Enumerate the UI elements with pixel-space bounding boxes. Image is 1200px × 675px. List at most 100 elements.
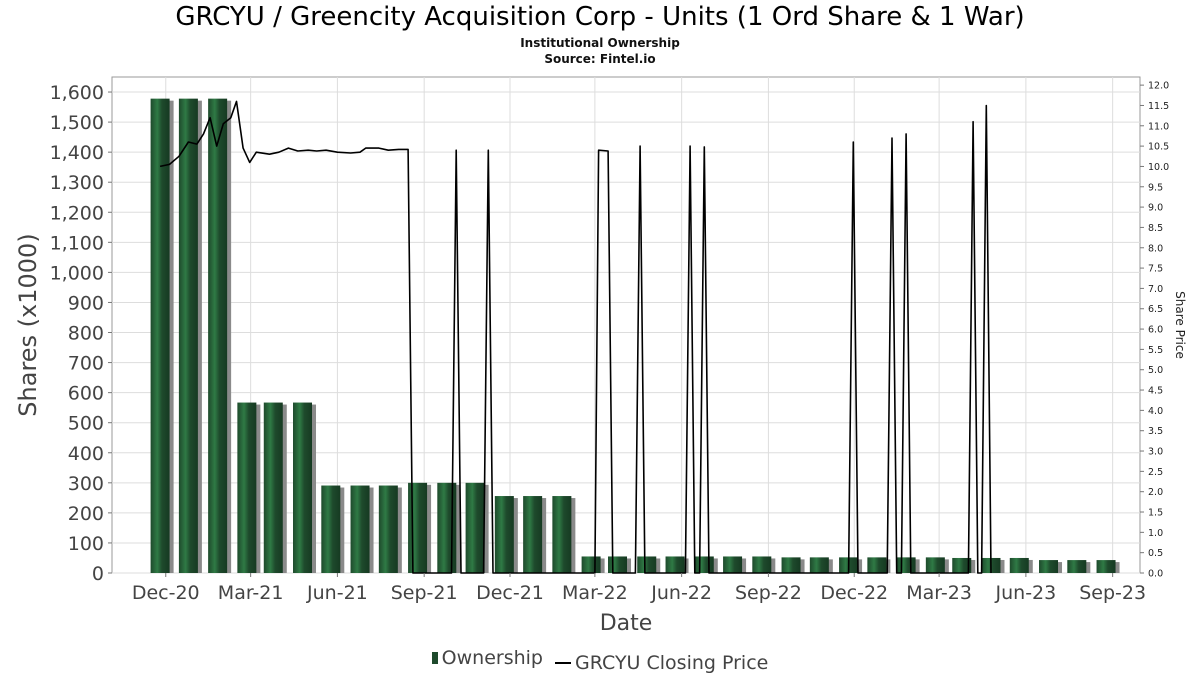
x-tick-label: Sep-21 [391, 582, 458, 604]
x-tick-label: Sep-23 [1079, 582, 1146, 604]
ownership-bar [208, 98, 228, 573]
price-polyline [159, 100, 992, 574]
ownership-bar [1009, 557, 1029, 573]
ownership-bar [637, 556, 657, 573]
y-tick-label: 800 [68, 323, 104, 345]
left-axis: 0 100 200 300 400 500 600 700 800 900 1,000 1,100 1,… [50, 82, 112, 585]
ownership-bar [263, 402, 283, 573]
ownership-bar [867, 557, 887, 573]
ownership-bar [350, 485, 370, 573]
y2-tick-label: 9.0 [1148, 203, 1163, 214]
y-tick-label: 1,400 [50, 142, 104, 164]
y2-tick-label: 9.5 [1148, 182, 1163, 193]
y-tick-label: 1,000 [50, 262, 104, 284]
ownership-bar [408, 482, 428, 573]
y2-tick-label: 1.0 [1148, 528, 1163, 539]
ownership-chart: 0 100 200 300 400 500 600 700 800 900 1,000 1,100 1,… [14, 76, 1187, 636]
ownership-bar [723, 556, 743, 573]
ownership-bar [321, 485, 341, 573]
y2-tick-label: 10.0 [1148, 162, 1169, 173]
y-tick-label: 300 [68, 473, 104, 495]
chart-subtitle: Institutional Ownership [520, 36, 680, 50]
y2-tick-label: 0.5 [1148, 548, 1163, 559]
legend-label-ownership: Ownership [441, 647, 543, 669]
y2-tick-label: 0.0 [1148, 569, 1163, 580]
right-axis: 0.0 0.5 1.0 1.5 2.0 2.5 3.0 3.5 4.0 4.5 5.0 5.5 6.0 6… [1140, 81, 1169, 580]
x-axis-label: Date [600, 611, 653, 636]
date-axis: Dec-20 Mar-21 Jun-21 Sep-21 Dec-21 Mar-22 Jun-… [132, 573, 1146, 604]
y-tick-label: 1,500 [50, 112, 104, 134]
ownership-bar [608, 556, 628, 573]
ownership-bar [952, 557, 972, 573]
ownership-bar [293, 402, 313, 573]
y2-tick-label: 3.0 [1148, 447, 1163, 458]
y2-tick-label: 4.5 [1148, 386, 1163, 397]
y2-axis-label: Share Price [1173, 291, 1187, 359]
y-axis-label: Shares (x1000) [14, 233, 42, 416]
legend-item-price: GRCYU Closing Price [553, 652, 768, 674]
y-tick-label: 500 [68, 413, 104, 435]
ownership-bar [1096, 560, 1116, 573]
x-tick-label: Dec-21 [476, 582, 544, 604]
y2-tick-label: 12.0 [1148, 81, 1169, 92]
y2-tick-label: 4.0 [1148, 406, 1163, 417]
chart-source: Source: Fintel.io [544, 52, 656, 66]
x-tick-label: Dec-20 [132, 582, 200, 604]
legend-item-ownership: Ownership [431, 647, 543, 669]
ownership-bar [581, 556, 601, 573]
y2-tick-label: 2.0 [1148, 487, 1163, 498]
x-tick-label: Dec-22 [820, 582, 888, 604]
y2-tick-label: 5.5 [1148, 345, 1163, 356]
y-tick-label: 1,300 [50, 172, 104, 194]
x-tick-label: Sep-22 [735, 582, 802, 604]
chart-title: GRCYU / Greencity Acquisition Corp - Uni… [175, 2, 1025, 32]
price-line [159, 100, 992, 574]
y-tick-label: 700 [68, 353, 104, 375]
y-tick-label: 200 [68, 503, 104, 525]
x-tick-label: Mar-23 [906, 582, 972, 604]
y2-tick-label: 7.5 [1148, 264, 1163, 275]
y-tick-label: 600 [68, 383, 104, 405]
y2-tick-label: 8.0 [1148, 243, 1163, 254]
ownership-bar [523, 496, 543, 573]
ownership-bar [1067, 560, 1087, 573]
legend-label-price: GRCYU Closing Price [575, 652, 769, 674]
y2-tick-label: 2.5 [1148, 467, 1163, 478]
ownership-bar [665, 556, 685, 573]
x-tick-label: Jun-21 [306, 582, 368, 604]
ownership-bar [494, 496, 514, 573]
legend-bar-swatch [431, 652, 438, 664]
ownership-bar [378, 485, 398, 573]
y-tick-label: 0 [92, 563, 104, 585]
ownership-bar [752, 556, 772, 573]
y2-tick-label: 10.5 [1148, 142, 1169, 153]
x-tick-label: Mar-22 [562, 582, 628, 604]
y-tick-label: 1,600 [50, 82, 104, 104]
y-tick-label: 400 [68, 443, 104, 465]
y2-tick-label: 6.5 [1148, 304, 1163, 315]
y2-tick-label: 11.0 [1148, 121, 1169, 132]
y-tick-label: 1,100 [50, 232, 104, 254]
y-tick-label: 1,200 [50, 202, 104, 224]
ownership-bar [437, 482, 457, 573]
chart-legend: Ownership GRCYU Closing Price [0, 647, 1200, 674]
ownership-bar [781, 557, 801, 573]
ownership-bar [925, 557, 945, 573]
ownership-bar [150, 98, 170, 573]
y2-tick-label: 3.5 [1148, 426, 1163, 437]
ownership-bar [1039, 560, 1059, 573]
ownership-bar [694, 556, 714, 573]
ownership-bar [178, 98, 198, 573]
y2-tick-label: 1.5 [1148, 508, 1163, 519]
legend-line-swatch [555, 662, 572, 664]
x-tick-label: Jun-23 [995, 582, 1057, 604]
y2-tick-label: 7.0 [1148, 284, 1163, 295]
ownership-bar [552, 496, 572, 573]
y2-tick-label: 8.5 [1148, 223, 1163, 234]
ownership-bar [809, 557, 829, 573]
y2-tick-label: 5.0 [1148, 365, 1163, 376]
ownership-bar [465, 482, 485, 573]
y2-tick-label: 6.0 [1148, 325, 1163, 336]
ownership-bar [896, 557, 916, 573]
ownership-bars [150, 98, 1120, 573]
